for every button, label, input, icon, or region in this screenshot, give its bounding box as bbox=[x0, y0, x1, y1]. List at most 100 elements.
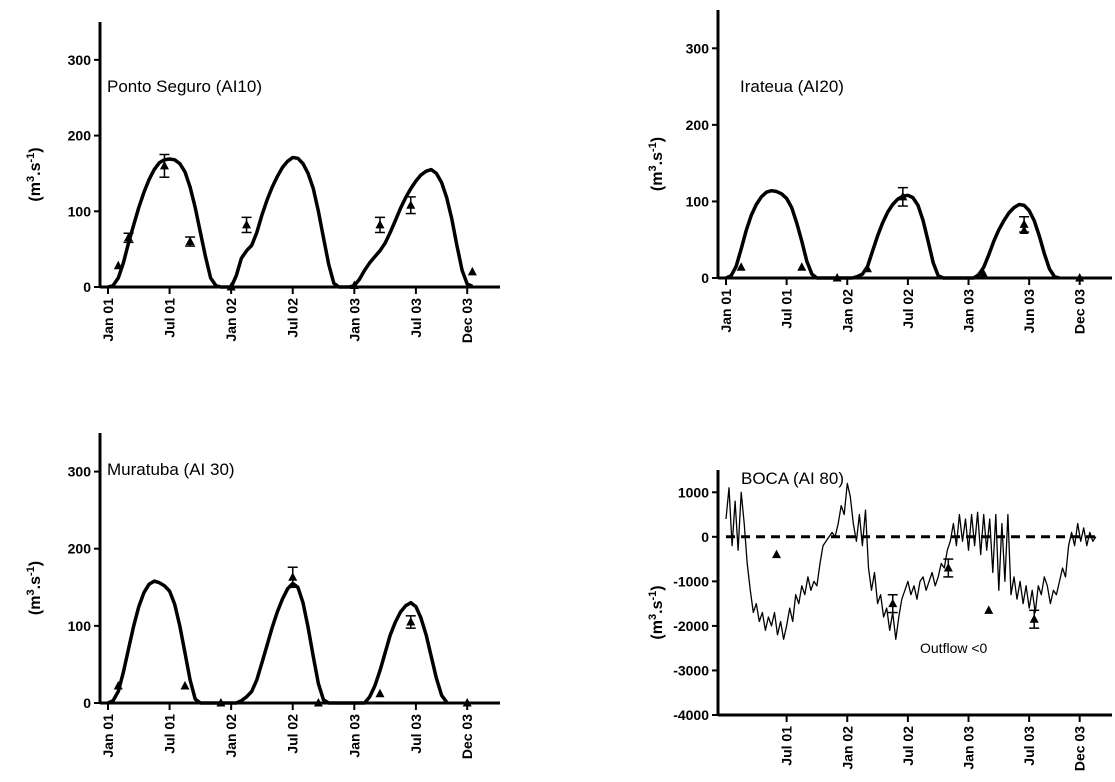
y-axis-label: (m3.s-1) bbox=[25, 147, 44, 201]
y-tick-label: 300 bbox=[68, 464, 92, 480]
annotation-text: Outflow <0 bbox=[920, 640, 988, 656]
observed-point-marker bbox=[216, 698, 226, 707]
observed-point-marker bbox=[313, 698, 323, 707]
observed-point-marker bbox=[797, 262, 807, 271]
y-tick-label: 0 bbox=[701, 270, 709, 286]
panel-title: Irateua (AI20) bbox=[740, 77, 844, 96]
observed-point-marker bbox=[1019, 225, 1029, 235]
observed-point-marker bbox=[375, 688, 385, 698]
y-tick-label: 100 bbox=[68, 618, 92, 634]
observed-point-marker bbox=[984, 605, 994, 614]
panel-title: Ponto Seguro (AI10) bbox=[107, 77, 262, 96]
x-tick-label: Jan 03 bbox=[961, 289, 977, 333]
x-tick-label: Jul 03 bbox=[1021, 726, 1037, 766]
observed-point-marker bbox=[242, 219, 252, 229]
observed-point-marker bbox=[159, 160, 169, 170]
x-tick-label: Dec 03 bbox=[459, 714, 475, 759]
x-tick-label: Jan 01 bbox=[100, 298, 116, 342]
observed-point-marker bbox=[888, 598, 898, 608]
observed-point-marker bbox=[349, 280, 359, 289]
observed-point-marker bbox=[736, 262, 746, 271]
observed-point-marker bbox=[467, 266, 477, 276]
y-axis-label-part: .s bbox=[27, 576, 44, 589]
y-axis-label-superscript: 3 bbox=[647, 165, 659, 171]
y-tick-label: 100 bbox=[686, 193, 710, 209]
x-tick-label: Jul 01 bbox=[162, 714, 178, 754]
y-axis-label-superscript: -1 bbox=[25, 566, 37, 576]
y-axis-label: (m3.s-1) bbox=[647, 585, 666, 639]
x-tick-label: Jun 03 bbox=[1021, 289, 1037, 334]
observed-point-marker bbox=[943, 563, 953, 572]
x-tick-label: Jan 02 bbox=[839, 726, 855, 770]
observed-point-marker bbox=[375, 219, 385, 229]
observed-point-marker bbox=[462, 698, 472, 707]
y-axis-label-superscript: 3 bbox=[25, 589, 37, 595]
observed-point-marker bbox=[898, 191, 908, 201]
observed-point-marker bbox=[288, 572, 298, 581]
observed-point-marker bbox=[113, 681, 123, 690]
x-tick-label: Jan 02 bbox=[223, 298, 239, 342]
observed-point-marker bbox=[226, 282, 236, 291]
y-axis-label-part: (m bbox=[649, 620, 666, 640]
y-axis-label-part: ) bbox=[649, 137, 666, 142]
observed-point-marker bbox=[979, 269, 989, 278]
y-axis-label-part: .s bbox=[649, 152, 666, 165]
x-tick-label: Jul 01 bbox=[779, 726, 795, 766]
x-tick-label: Jan 02 bbox=[223, 714, 239, 758]
series-line bbox=[725, 188, 1060, 280]
x-tick-label: Jul 02 bbox=[285, 298, 301, 338]
observed-point-marker bbox=[832, 273, 842, 282]
y-axis-label: (m3.s-1) bbox=[647, 137, 666, 191]
y-axis-label-part: .s bbox=[649, 600, 666, 613]
observed-point-marker bbox=[113, 260, 123, 270]
y-axis-label-superscript: 3 bbox=[25, 176, 37, 182]
x-tick-label: Jul 02 bbox=[900, 726, 916, 766]
y-tick-label: 200 bbox=[68, 128, 92, 144]
observed-point-marker bbox=[124, 232, 134, 242]
x-tick-label: Jan 01 bbox=[718, 289, 734, 333]
x-tick-label: Jan 03 bbox=[346, 298, 362, 342]
y-axis-label-part: ) bbox=[649, 585, 666, 590]
x-tick-label: Jan 03 bbox=[961, 726, 977, 770]
y-axis-label-part: (m bbox=[649, 172, 666, 192]
panel-muratuba: 0 100 200 300 Jan 01 Jul 01 Jan 02 Jul 02 Jan 03… bbox=[25, 433, 500, 759]
observed-point-marker bbox=[406, 617, 416, 626]
series-line bbox=[725, 482, 1097, 640]
series-line bbox=[107, 579, 449, 705]
y-tick-label: -1000 bbox=[673, 573, 709, 589]
y-axis-label-part: ) bbox=[27, 561, 44, 566]
observed-point-marker bbox=[772, 549, 782, 559]
y-axis-label-superscript: -1 bbox=[647, 591, 659, 601]
y-tick-label: 0 bbox=[83, 695, 91, 711]
x-tick-label: Jul 02 bbox=[900, 289, 916, 329]
panel-irateua: 0 100 200 300 Jan 01 Jul 01 Jan 02 Jul 02 Jan 03… bbox=[647, 10, 1112, 334]
y-tick-label: 300 bbox=[686, 40, 710, 56]
y-tick-label: 100 bbox=[68, 203, 92, 219]
y-axis-label-superscript: -1 bbox=[647, 142, 659, 152]
series-line bbox=[107, 155, 473, 289]
x-tick-label: Dec 03 bbox=[1072, 726, 1088, 771]
x-tick-label: Dec 03 bbox=[1072, 289, 1088, 334]
y-tick-label: -4000 bbox=[673, 707, 709, 723]
y-axis-label-superscript: -1 bbox=[25, 153, 37, 163]
observed-point-marker bbox=[1029, 614, 1039, 623]
panel-title: Muratuba (AI 30) bbox=[107, 460, 235, 479]
x-tick-label: Jul 02 bbox=[285, 714, 301, 754]
y-tick-label: 300 bbox=[68, 52, 92, 68]
panel-boca: -4000 -3000 -2000 -1000 0 1000 Jul 01 Jan 02 Jul… bbox=[647, 469, 1112, 771]
observed-point-marker bbox=[1075, 273, 1085, 282]
y-tick-label: 0 bbox=[701, 529, 709, 545]
x-tick-label: Jan 03 bbox=[346, 714, 362, 758]
panel-title: BOCA (AI 80) bbox=[741, 469, 844, 488]
y-axis-label-part: (m bbox=[27, 182, 44, 202]
x-tick-label: Jul 03 bbox=[408, 298, 424, 338]
observed-point-marker bbox=[180, 681, 190, 690]
observed-point-marker bbox=[406, 200, 416, 209]
y-axis-label: (m3.s-1) bbox=[25, 561, 44, 615]
y-axis-label-part: (m bbox=[27, 596, 44, 616]
panel-ponto-seguro: 0 100 200 300 Jan 01 Jul 01 Jan 02 Jul 02 Jan 03… bbox=[25, 22, 500, 343]
x-tick-label: Jul 03 bbox=[408, 714, 424, 754]
x-tick-label: Jan 01 bbox=[100, 714, 116, 758]
y-axis-label-part: ) bbox=[27, 147, 44, 152]
